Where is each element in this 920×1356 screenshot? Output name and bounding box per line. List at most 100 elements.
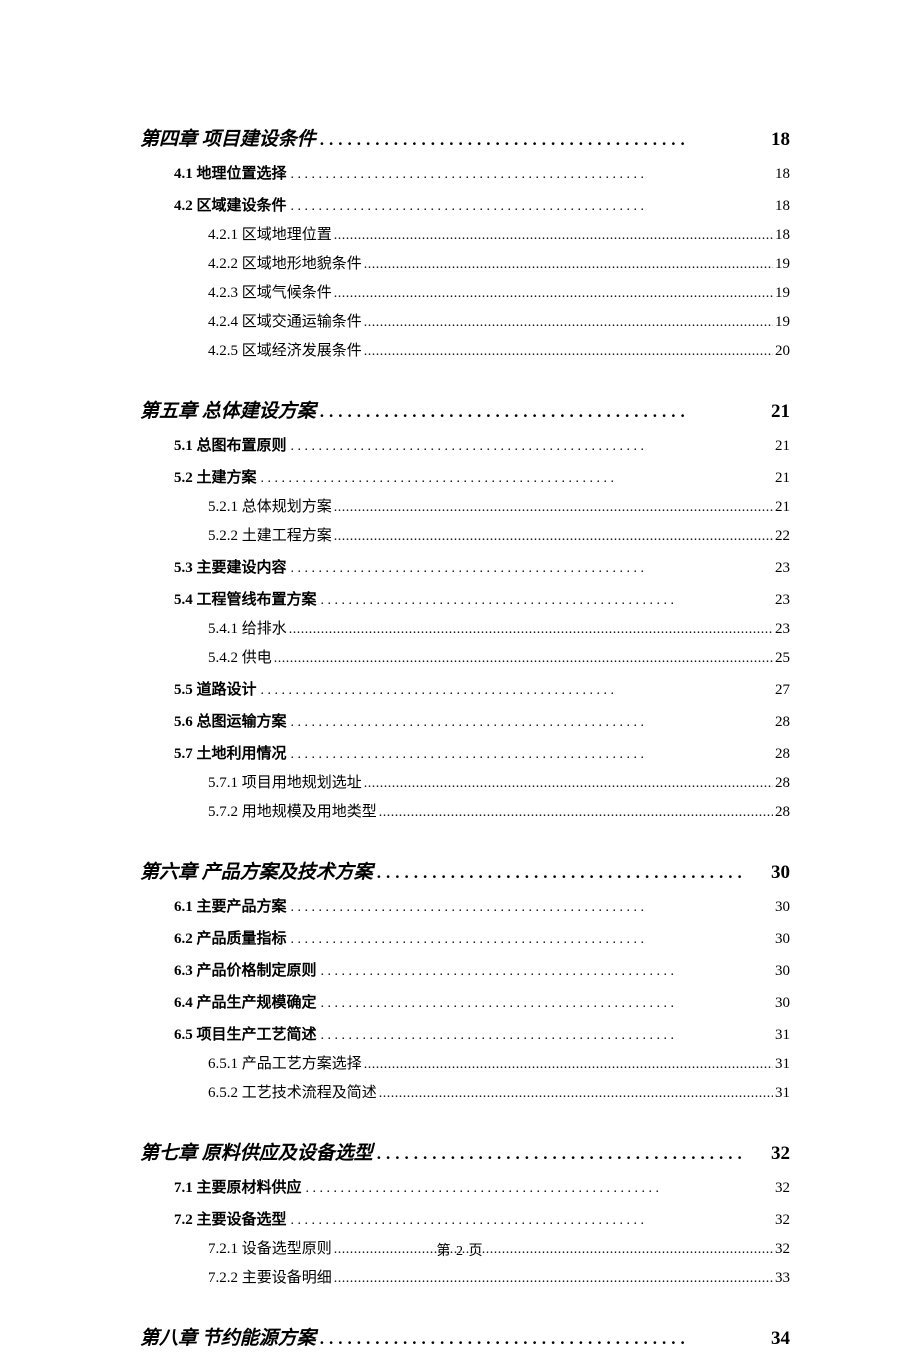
dot-leader: ........................................… [321, 996, 771, 1012]
dot-leader: ........................................… [274, 651, 773, 667]
toc-section-page: 18 [775, 198, 790, 215]
toc-subsection-title: 5.7.2 用地规模及用地类型 [208, 800, 377, 821]
toc-chapter-page: 32 [771, 1143, 790, 1165]
toc-section-row: 4.1 地理位置选择..............................… [174, 162, 790, 183]
toc-section-row: 6.1 主要产品方案..............................… [174, 895, 790, 916]
toc-chapter-title: 第五章 总体建设方案 [140, 396, 316, 423]
toc-section-row: 5.7 土地利用情况..............................… [174, 742, 790, 763]
toc-section-title: 6.3 产品价格制定原则 [174, 959, 317, 980]
toc-chapter-page: 18 [771, 129, 790, 151]
toc-section-page: 30 [775, 963, 790, 980]
dot-leader: ........................................… [291, 900, 771, 916]
toc-subsection-row: 4.2.4 区域交通运输条件..........................… [208, 310, 790, 331]
toc-chapter-page: 30 [771, 862, 790, 884]
dot-leader: ........................................ [320, 130, 767, 150]
toc-section-row: 5.4 工程管线布置方案............................… [174, 588, 790, 609]
toc-subsection-row: 5.7.1 项目用地规划选址..........................… [208, 771, 790, 792]
dot-leader: ........................................… [379, 1086, 773, 1102]
toc-section-row: 6.5 项目生产工艺简述............................… [174, 1023, 790, 1044]
dot-leader: ........................................… [289, 622, 773, 638]
toc-subsection-page: 31 [775, 1056, 790, 1073]
toc-section-row: 5.1 总图布置原则..............................… [174, 434, 790, 455]
toc-section-row: 7.1 主要原材料供应.............................… [174, 1176, 790, 1197]
toc-subsection-page: 20 [775, 343, 790, 360]
toc-subsection-row: 5.4.1 给排水...............................… [208, 617, 790, 638]
page-number: 第 2 页 [437, 1244, 484, 1259]
toc-subsection-row: 5.7.2 用地规模及用地类型.........................… [208, 800, 790, 821]
toc-chapter-title: 第六章 产品方案及技术方案 [140, 857, 373, 884]
toc-section-row: 6.4 产品生产规模确定............................… [174, 991, 790, 1012]
dot-leader: ........................................… [291, 561, 771, 577]
dot-leader: ........................................… [291, 932, 771, 948]
toc-subsection-title: 4.2.3 区域气候条件 [208, 281, 332, 302]
toc-section-page: 28 [775, 746, 790, 763]
dot-leader: ........................................… [334, 228, 773, 244]
toc-subsection-row: 4.2.3 区域气候条件............................… [208, 281, 790, 302]
toc-subsection-page: 21 [775, 499, 790, 516]
toc-section-title: 5.7 土地利用情况 [174, 742, 287, 763]
toc-subsection-title: 5.2.2 土建工程方案 [208, 524, 332, 545]
dot-leader: ........................................… [364, 344, 773, 360]
toc-section-page: 28 [775, 714, 790, 731]
dot-leader: ........................................… [321, 1028, 771, 1044]
dot-leader: ........................................… [291, 199, 771, 215]
toc-section-row: 4.2 区域建设条件..............................… [174, 194, 790, 215]
toc-section-page: 21 [775, 470, 790, 487]
toc-section-page: 32 [775, 1180, 790, 1197]
dot-leader: ........................................… [364, 257, 773, 273]
toc-section-page: 18 [775, 166, 790, 183]
toc-chapter-row: 第七章 原料供应及设备选型...........................… [140, 1138, 790, 1165]
toc-section-page: 27 [775, 682, 790, 699]
dot-leader: ........................................ [320, 1329, 767, 1349]
toc-subsection-title: 5.7.1 项目用地规划选址 [208, 771, 362, 792]
dot-leader: ........................................… [261, 471, 771, 487]
toc-section-title: 5.3 主要建设内容 [174, 556, 287, 577]
toc-chapter-page: 34 [771, 1328, 790, 1350]
dot-leader: ........................................… [291, 167, 771, 183]
toc-section-page: 23 [775, 560, 790, 577]
toc-subsection-row: 5.4.2 供电................................… [208, 646, 790, 667]
toc-subsection-page: 19 [775, 314, 790, 331]
toc-subsection-row: 6.5.2 工艺技术流程及简述.........................… [208, 1081, 790, 1102]
toc-section-row: 5.5 道路设计................................… [174, 678, 790, 699]
toc-subsection-row: 4.2.5 区域经济发展条件..........................… [208, 339, 790, 360]
toc-section-title: 6.5 项目生产工艺简述 [174, 1023, 317, 1044]
toc-section-title: 5.2 土建方案 [174, 466, 257, 487]
toc-section-title: 7.1 主要原材料供应 [174, 1176, 302, 1197]
toc-section-title: 5.5 道路设计 [174, 678, 257, 699]
toc-subsection-page: 18 [775, 227, 790, 244]
toc-subsection-title: 5.4.2 供电 [208, 646, 272, 667]
dot-leader: ........................................… [334, 1271, 773, 1287]
toc-subsection-page: 28 [775, 804, 790, 821]
dot-leader: ........................................… [291, 747, 771, 763]
dot-leader: ........................................ [377, 863, 767, 883]
toc-chapter-row: 第六章 产品方案及技术方案...........................… [140, 857, 790, 884]
toc-section-row: 6.2 产品质量指标..............................… [174, 927, 790, 948]
toc-chapter-page: 21 [771, 401, 790, 423]
toc-section-page: 30 [775, 899, 790, 916]
toc-section-page: 23 [775, 592, 790, 609]
toc-section-title: 6.4 产品生产规模确定 [174, 991, 317, 1012]
toc-section-row: 5.3 主要建设内容..............................… [174, 556, 790, 577]
toc-section-row: 5.6 总图运输方案..............................… [174, 710, 790, 731]
toc-section-page: 30 [775, 995, 790, 1012]
toc-chapter-title: 第四章 项目建设条件 [140, 124, 316, 151]
dot-leader: ........................................… [306, 1181, 771, 1197]
dot-leader: ........................................… [364, 776, 773, 792]
toc-chapter-row: 第四章 项目建设条件..............................… [140, 124, 790, 151]
dot-leader: ........................................… [334, 529, 773, 545]
toc-subsection-row: 5.2.2 土建工程方案............................… [208, 524, 790, 545]
dot-leader: ........................................… [261, 683, 771, 699]
toc-subsection-title: 4.2.5 区域经济发展条件 [208, 339, 362, 360]
dot-leader: ........................................… [291, 715, 771, 731]
dot-leader: ........................................… [364, 315, 773, 331]
toc-section-title: 7.2 主要设备选型 [174, 1208, 287, 1229]
toc-section-row: 6.3 产品价格制定原则............................… [174, 959, 790, 980]
toc-subsection-page: 33 [775, 1270, 790, 1287]
toc-subsection-page: 22 [775, 528, 790, 545]
toc-subsection-title: 6.5.1 产品工艺方案选择 [208, 1052, 362, 1073]
dot-leader: ........................................… [334, 286, 773, 302]
toc-section-title: 5.1 总图布置原则 [174, 434, 287, 455]
toc-subsection-page: 23 [775, 621, 790, 638]
toc-chapter-row: 第八章 节约能源方案..............................… [140, 1323, 790, 1350]
